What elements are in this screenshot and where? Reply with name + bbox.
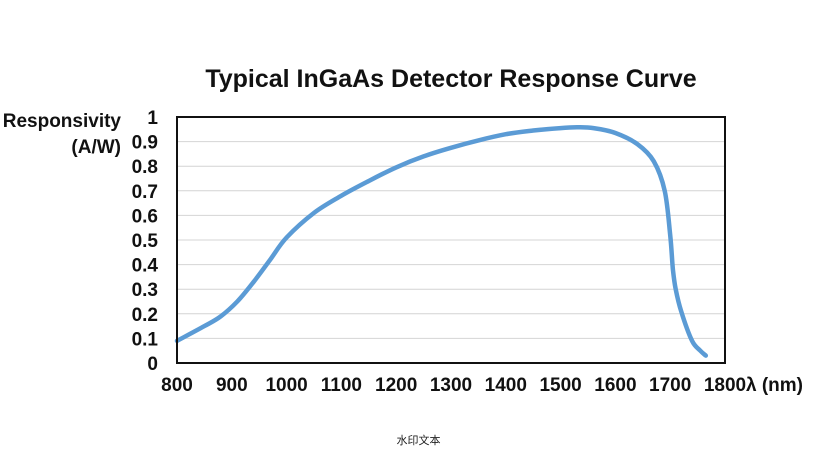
y-tick-label: 0.3 xyxy=(132,280,158,301)
x-tick-label: 1500 xyxy=(539,375,581,396)
y-axis-label-line-1: Responsivity xyxy=(3,111,122,132)
x-tick-label: 1000 xyxy=(265,375,307,396)
x-axis-label: λ (nm) xyxy=(746,375,803,396)
x-tick-label: 1400 xyxy=(485,375,527,396)
x-tick-label: 1100 xyxy=(321,375,362,396)
series-group xyxy=(174,125,709,358)
y-tick-label: 0.5 xyxy=(132,231,159,252)
x-tick-label: 1800 xyxy=(704,375,746,396)
x-tick-labels: 800 900 1000 1100 1200 1300 1400 1500 1600 1700 18… xyxy=(161,375,746,396)
y-tick-label: 0.9 xyxy=(132,133,158,154)
y-tick-label: 1 xyxy=(147,108,158,129)
x-tick-label: 1200 xyxy=(375,375,417,396)
y-tick-label: 0 xyxy=(147,354,158,375)
x-tick-label: 800 xyxy=(161,375,193,396)
watermark-text: 水印文本 xyxy=(396,434,441,447)
y-tick-labels: 0 0.1 0.2 0.3 0.4 0.5 0.6 0.7 0.8 0.9 1 xyxy=(132,108,159,375)
y-axis-label-line-2: (A/W) xyxy=(71,137,121,158)
y-tick-label: 0.2 xyxy=(132,305,158,326)
chart-title: Typical InGaAs Detector Response Curve xyxy=(205,65,696,93)
responsivity-line xyxy=(174,125,709,358)
y-tick-label: 0.6 xyxy=(132,206,158,227)
x-tick-label: 1300 xyxy=(430,375,472,396)
y-tick-label: 0.1 xyxy=(132,329,159,350)
x-tick-label: 1700 xyxy=(649,375,691,396)
grid-lines xyxy=(177,141,725,339)
y-tick-label: 0.4 xyxy=(132,256,159,277)
plot-frame xyxy=(176,116,726,364)
y-tick-label: 0.8 xyxy=(132,157,158,178)
x-tick-label: 900 xyxy=(216,375,248,396)
x-tick-label: 1600 xyxy=(594,375,636,396)
y-tick-label: 0.7 xyxy=(132,182,158,203)
